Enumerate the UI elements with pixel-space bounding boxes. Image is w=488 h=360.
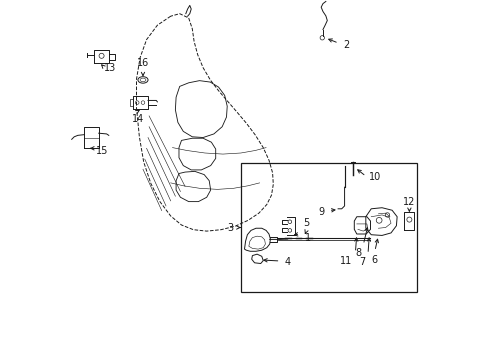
Text: 12: 12 [403,197,415,207]
Text: 1: 1 [305,233,310,243]
Text: 9: 9 [318,207,324,217]
Text: 14: 14 [132,114,144,124]
Text: 7: 7 [359,257,365,267]
Text: 6: 6 [371,255,377,265]
Text: 3: 3 [227,222,233,233]
Text: 4: 4 [284,257,290,267]
Text: 11: 11 [340,256,352,266]
Text: 16: 16 [137,58,149,68]
Text: 13: 13 [104,63,116,73]
Text: 10: 10 [368,172,380,183]
Text: 8: 8 [354,248,361,258]
Text: 5: 5 [303,217,309,228]
Text: 15: 15 [95,146,108,156]
Bar [241,163,416,292]
Text: 2: 2 [343,40,349,50]
